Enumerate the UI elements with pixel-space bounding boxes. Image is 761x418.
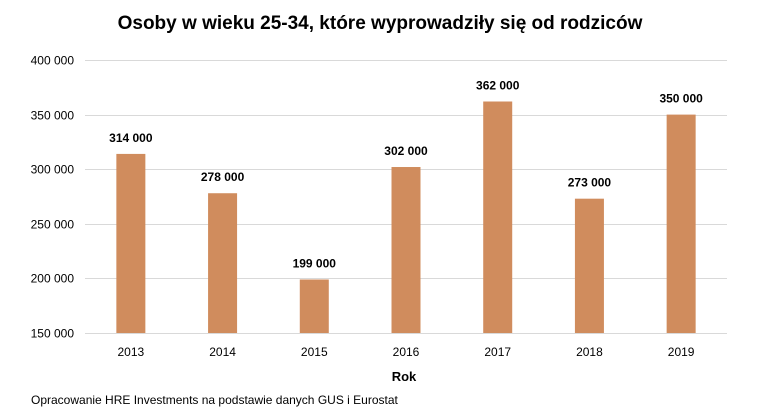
x-tick-label-2013: 2013 (118, 345, 145, 359)
bar-2015 (299, 279, 329, 333)
x-tick-label-2015: 2015 (301, 345, 328, 359)
x-tick-label-2018: 2018 (576, 345, 603, 359)
data-label-2013: 314 000 (109, 131, 153, 145)
y-tick-label: 250 000 (31, 218, 75, 232)
x-axis-ticks: 2013 2014 2015 2016 2017 2018 2019 (118, 345, 695, 359)
data-labels: 314 000 278 000 199 000 302 000 362 000 273 0… (109, 78, 703, 270)
bar-2016 (391, 167, 421, 333)
x-tick-label-2017: 2017 (484, 345, 511, 359)
chart-title: Osoby w wieku 25-34, które wyprowadziły … (118, 13, 643, 34)
y-axis-ticks: 150 000 200 000 250 000 300 000 350 000 400 0… (31, 54, 75, 341)
data-label-2015: 199 000 (293, 256, 337, 270)
y-tick-label: 150 000 (31, 327, 75, 341)
y-tick-label: 300 000 (31, 163, 75, 177)
data-label-2019: 350 000 (659, 92, 703, 106)
source-note: Opracowanie HRE Investments na podstawie… (31, 393, 399, 407)
data-label-2017: 362 000 (476, 78, 520, 92)
bar-2019 (666, 114, 696, 333)
x-tick-label-2019: 2019 (668, 345, 695, 359)
y-tick-label: 200 000 (31, 272, 75, 286)
y-tick-label: 350 000 (31, 109, 75, 123)
bar-2013 (116, 153, 146, 333)
x-axis-title: Rok (392, 369, 417, 384)
bars (116, 101, 696, 333)
bar-2014 (208, 193, 238, 333)
x-tick-label-2014: 2014 (209, 345, 236, 359)
data-label-2018: 273 000 (568, 176, 612, 190)
bar-2017 (483, 101, 513, 333)
x-tick-label-2016: 2016 (393, 345, 420, 359)
data-label-2016: 302 000 (384, 144, 428, 158)
y-tick-label: 400 000 (31, 54, 75, 68)
data-label-2014: 278 000 (201, 170, 245, 184)
bar-2018 (574, 198, 604, 333)
